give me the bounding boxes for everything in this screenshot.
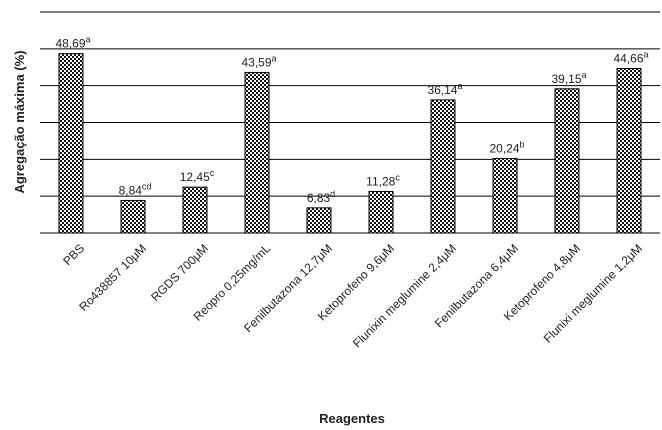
bar <box>182 186 208 234</box>
bar <box>616 68 642 234</box>
bar <box>306 207 332 234</box>
bars <box>58 53 642 234</box>
bar <box>554 88 580 234</box>
data-label: 11,28c <box>366 172 400 188</box>
bar <box>368 190 394 234</box>
bar <box>430 99 456 234</box>
bar <box>492 157 518 234</box>
bar <box>120 199 146 234</box>
data-label: 36,14a <box>427 81 462 97</box>
data-label: 44,66a <box>613 50 648 66</box>
y-axis-title: Agregação máxima (%) <box>12 50 27 193</box>
grid-lines <box>40 11 660 234</box>
x-tick-label: Ro438857 10μM <box>76 241 149 314</box>
x-tick-label: RGDS 700μM <box>148 241 211 304</box>
data-label: 8,84cd <box>119 181 152 197</box>
data-label: 12,45c <box>180 168 215 184</box>
bar <box>244 71 270 234</box>
x-axis-title: Reagentes <box>319 411 385 426</box>
x-tick-label: PBS <box>60 241 87 268</box>
data-label: 48,69a <box>55 35 90 51</box>
data-label: 43,59a <box>241 53 276 69</box>
value-labels: 48,69a 8,84cd 12,45c 43,59a 6,83d 11,28c 36,14… <box>55 35 648 205</box>
data-label: 6,83d <box>307 189 335 205</box>
data-label: 20,24b <box>489 139 524 155</box>
data-label: 39,15a <box>551 70 586 86</box>
bar <box>58 53 84 234</box>
x-tick-label: Flunixin meglumine 2,4μM <box>350 241 459 350</box>
